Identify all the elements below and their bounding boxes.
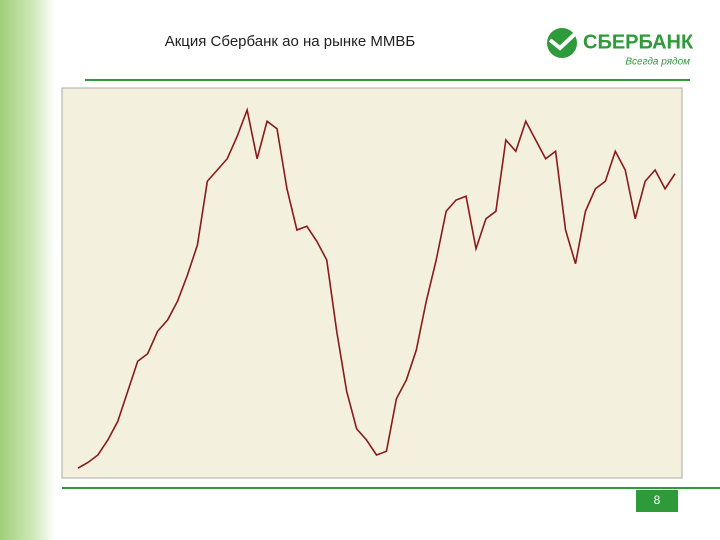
- logo-check: [548, 31, 578, 51]
- logo-icon: [547, 28, 577, 58]
- logo-text: СБЕРБАНК: [583, 31, 694, 53]
- leaf-decoration: [0, 0, 55, 540]
- slide-title: Акция Сбербанк ао на рынке ММВБ: [165, 33, 416, 50]
- price-line: [77, 107, 676, 469]
- slogan: Всегда рядом: [625, 57, 690, 68]
- page-number: 8: [654, 493, 661, 507]
- plot-area: [61, 87, 683, 479]
- page-number-box: [636, 490, 678, 512]
